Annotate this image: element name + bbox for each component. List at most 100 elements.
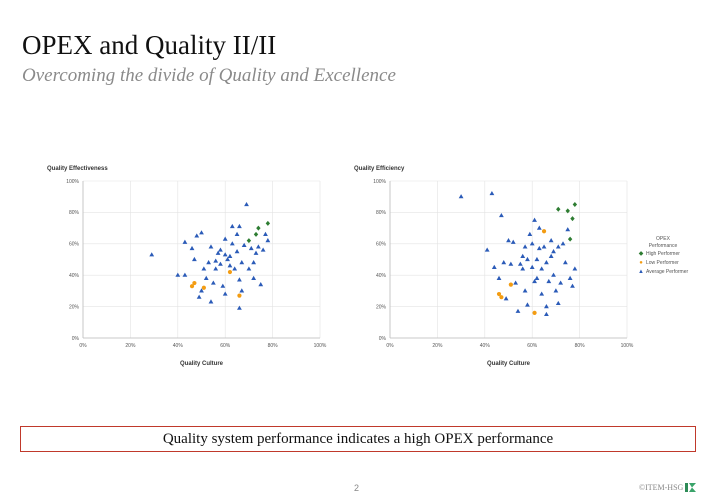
point-average-performer	[491, 264, 497, 269]
point-average-performer	[496, 275, 502, 280]
point-average-performer	[555, 244, 561, 249]
y-tick-label: 40%	[69, 273, 80, 279]
y-tick-label: 0%	[379, 336, 387, 342]
point-high-performer	[570, 216, 575, 222]
point-average-performer	[548, 238, 554, 243]
point-average-performer	[498, 212, 504, 218]
x-tick-label: 40%	[173, 343, 184, 349]
point-average-performer	[225, 256, 230, 262]
point-average-performer	[239, 288, 245, 293]
point-average-performer	[194, 233, 200, 238]
point-average-performer	[508, 261, 514, 266]
point-low-performer	[237, 293, 242, 298]
page-number: 2	[354, 483, 360, 493]
x-tick-label: 60%	[527, 343, 538, 349]
point-high-performer	[567, 236, 573, 242]
triangle-icon: ▲	[638, 269, 644, 275]
page-title: OPEX and Quality II/II	[22, 30, 277, 60]
point-average-performer	[182, 239, 188, 244]
point-average-performer	[555, 300, 561, 306]
point-average-performer	[536, 245, 542, 251]
point-average-performer	[562, 260, 568, 265]
point-average-performer	[222, 236, 228, 241]
point-average-performer	[222, 291, 228, 296]
point-average-performer	[558, 280, 564, 285]
x-tick-label: 20%	[125, 343, 136, 349]
point-average-performer	[525, 256, 530, 262]
point-average-performer	[237, 277, 242, 282]
point-average-performer	[548, 253, 554, 258]
legend-item-low: ● Low Performer	[638, 259, 688, 268]
point-average-performer	[517, 261, 523, 266]
point-average-performer	[222, 252, 228, 257]
point-average-performer	[258, 282, 264, 287]
point-average-performer	[525, 302, 530, 307]
point-average-performer	[208, 244, 214, 249]
point-average-performer	[246, 266, 252, 271]
point-average-performer	[520, 266, 526, 271]
x-tick-label: 0%	[79, 343, 87, 349]
point-high-performer	[265, 220, 271, 226]
legend-title-line1: OPEX	[656, 236, 670, 242]
point-average-performer	[199, 230, 204, 235]
legend-title: OPEX Performance	[638, 236, 688, 250]
point-average-performer	[260, 247, 266, 252]
point-low-performer	[227, 269, 233, 275]
scatter-chart-efficiency: 0% 20% 40% 60% 80% 100% 0% 20% 40% 60% 80% 100% Qual…	[354, 166, 634, 367]
point-average-performer	[506, 238, 511, 243]
point-average-performer	[218, 247, 223, 252]
y-tick-label: 0%	[72, 336, 80, 342]
point-high-performer	[256, 225, 261, 231]
legend-label-high: High Performer	[646, 251, 680, 257]
point-average-performer	[544, 304, 549, 309]
point-average-performer	[546, 278, 552, 284]
y-tick-label: 20%	[376, 304, 387, 310]
point-average-performer	[253, 250, 259, 255]
legend-label-low: Low Performer	[646, 260, 679, 266]
point-average-performer	[206, 260, 212, 265]
point-average-performer	[191, 256, 197, 262]
point-average-performer	[199, 288, 204, 293]
point-average-performer	[534, 256, 540, 262]
point-high-performer	[556, 206, 561, 212]
point-average-performer	[182, 272, 188, 277]
point-average-performer	[544, 311, 549, 317]
point-low-performer	[496, 291, 502, 297]
point-average-performer	[534, 275, 540, 280]
point-high-performer	[565, 208, 570, 214]
point-average-performer	[203, 275, 209, 280]
point-average-performer	[232, 266, 238, 271]
point-average-performer	[541, 244, 547, 249]
x-tick-label: 80%	[575, 343, 586, 349]
point-average-performer	[251, 275, 257, 280]
point-average-performer	[189, 245, 195, 251]
point-low-performer	[192, 280, 197, 286]
point-average-performer	[532, 217, 537, 222]
point-average-performer	[536, 225, 542, 230]
point-average-performer	[544, 260, 549, 265]
point-average-performer	[175, 272, 181, 277]
point-average-performer	[565, 227, 571, 232]
point-average-performer	[210, 280, 216, 285]
point-average-performer	[560, 241, 566, 246]
point-average-performer	[213, 266, 219, 271]
x-tick-label: 80%	[268, 343, 279, 349]
point-average-performer	[553, 288, 559, 293]
point-average-performer	[251, 260, 257, 265]
diamond-icon: ◆	[638, 251, 644, 257]
y-tick-label: 80%	[376, 210, 387, 216]
y-tick-label: 100%	[373, 179, 386, 185]
legend-item-average: ▲ Average Performer	[638, 268, 688, 277]
point-average-performer	[196, 294, 202, 299]
x-tick-label: 40%	[480, 343, 491, 349]
callout-text: Quality system performance indicates a h…	[162, 430, 554, 447]
x-axis-title: Quality Culture	[180, 361, 224, 367]
point-average-performer	[237, 223, 242, 229]
point-average-performer	[241, 242, 247, 247]
item-hsg-logo-icon	[685, 483, 697, 492]
point-average-performer	[567, 275, 573, 280]
point-high-performer	[246, 238, 252, 244]
scatter-chart-effectiveness: 0% 20% 40% 60% 80% 100% 0% 20% 40% 60% 80% 100% Qual…	[47, 166, 327, 367]
point-average-performer	[237, 305, 242, 310]
legend-label-average: Average Performer	[646, 269, 689, 275]
